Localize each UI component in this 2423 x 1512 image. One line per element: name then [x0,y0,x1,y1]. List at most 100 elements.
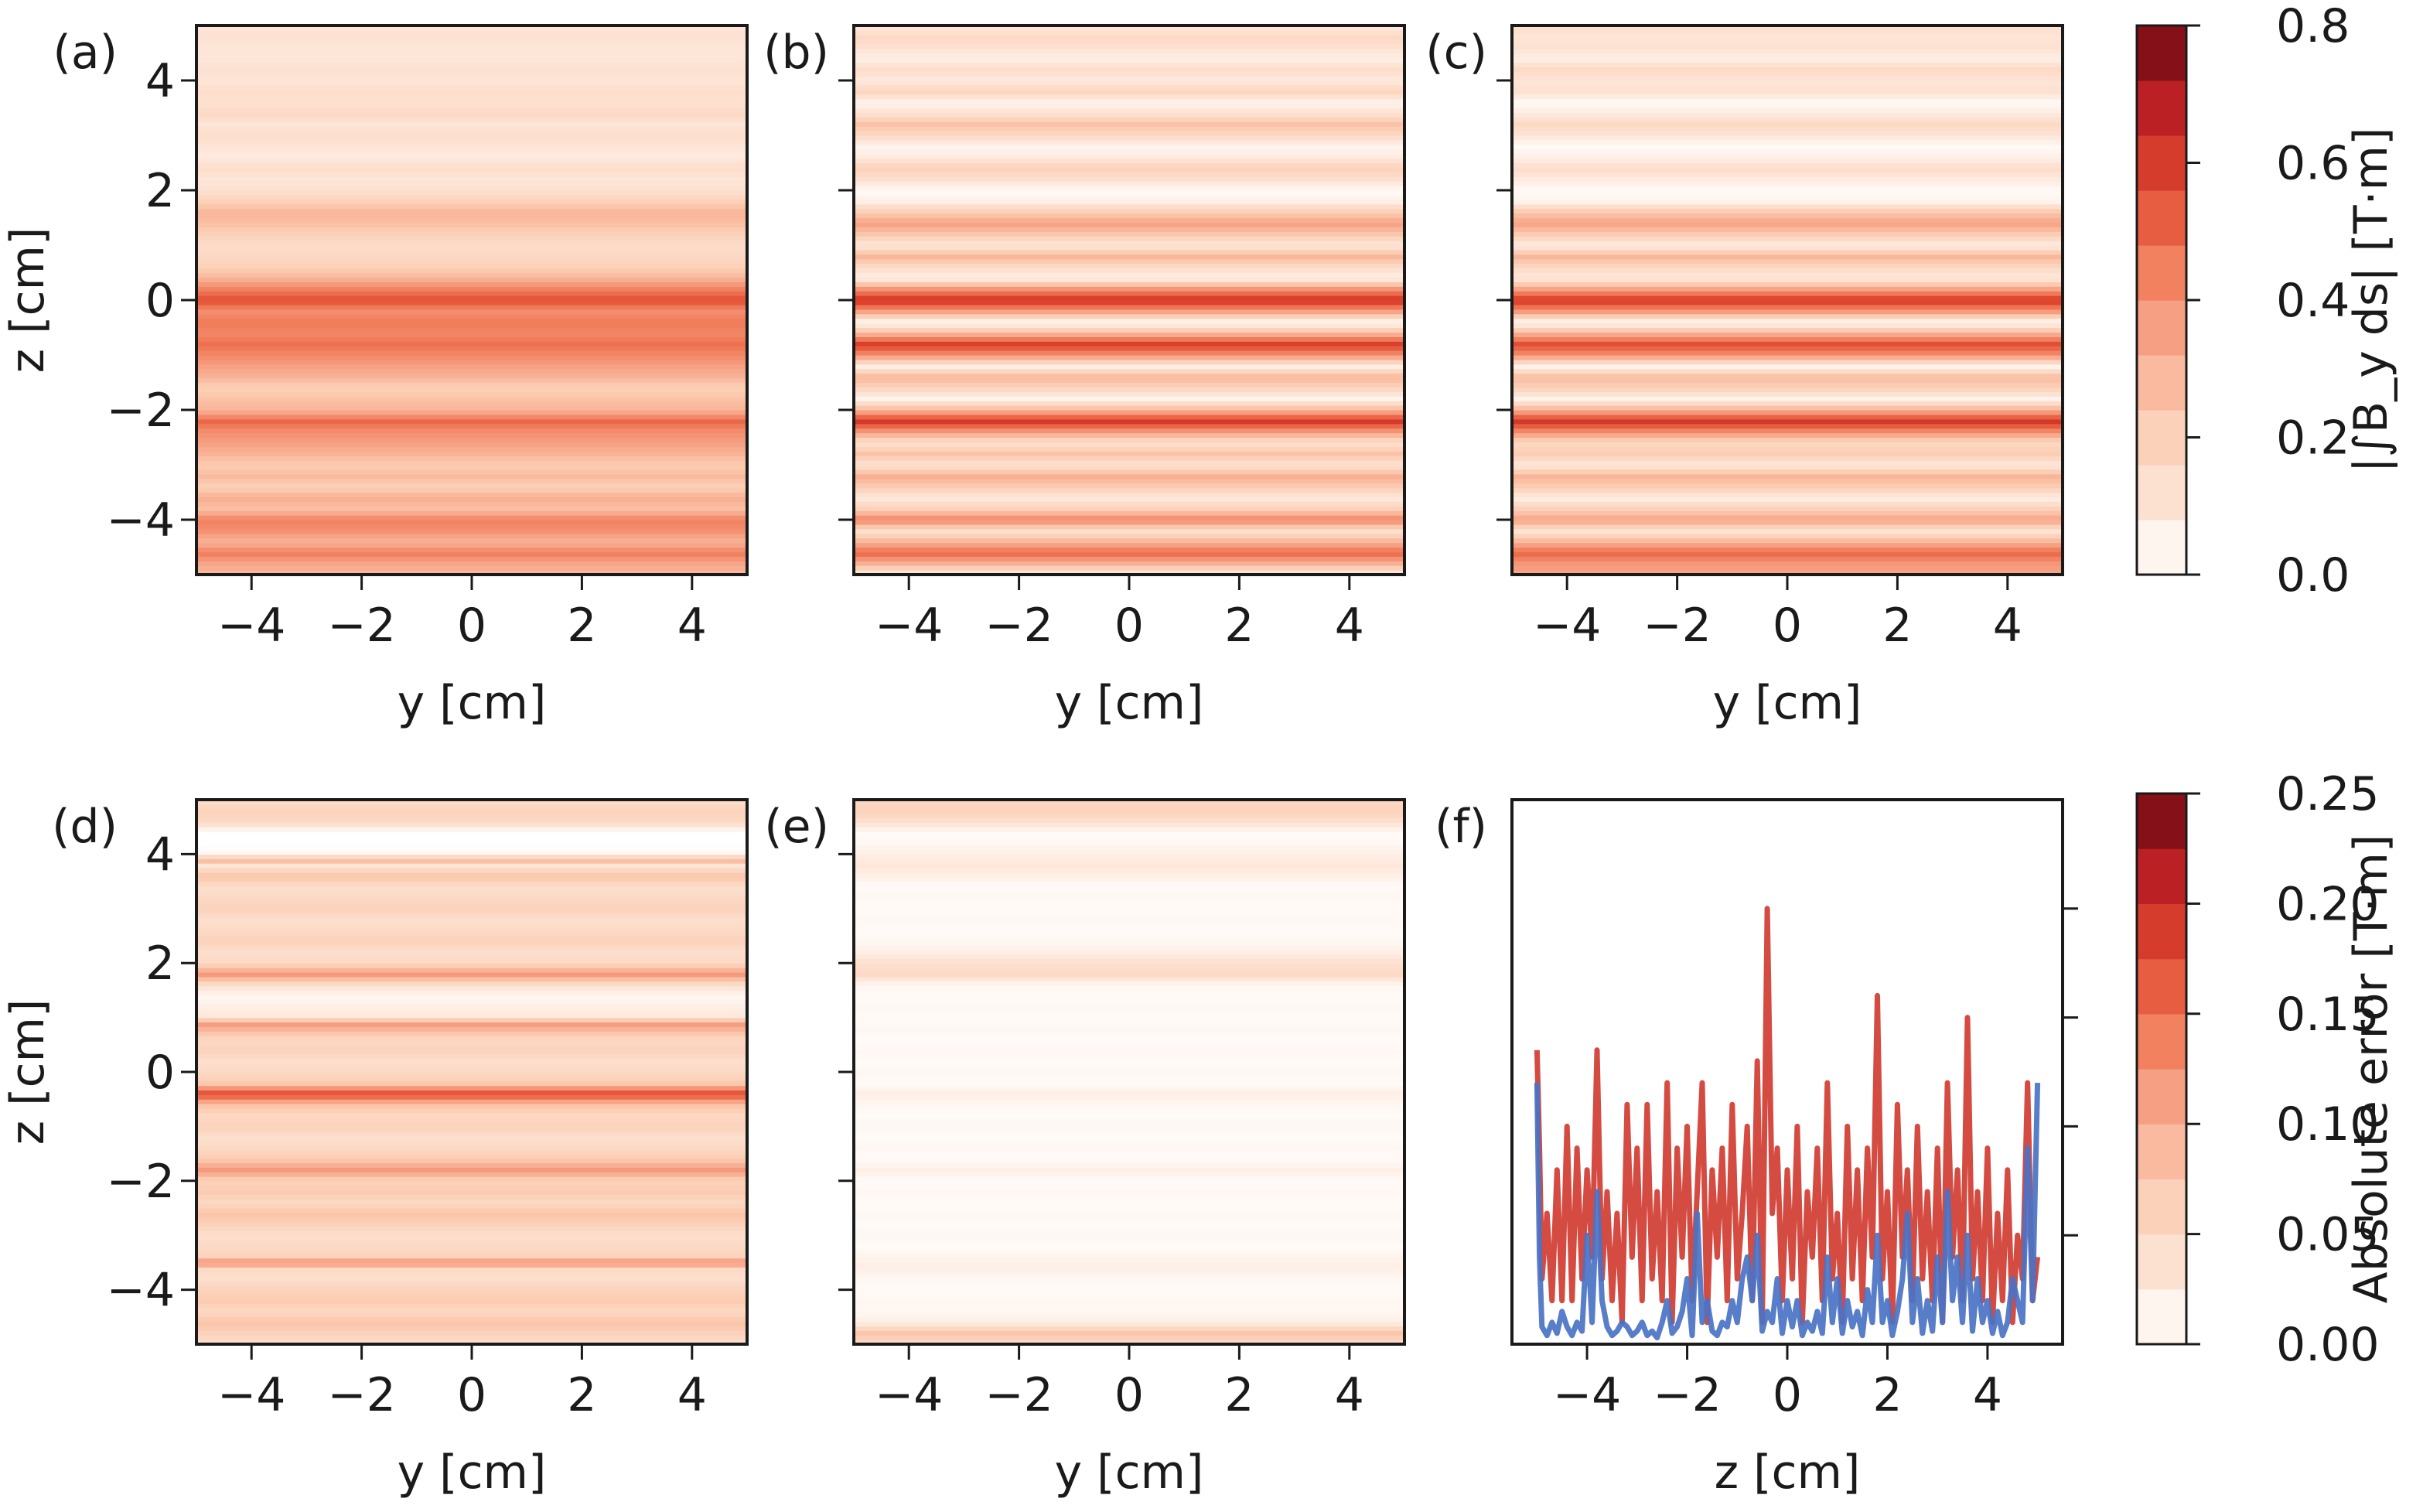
colorbar-tick-label: 0.25 [2276,767,2380,821]
heatmap-band [196,931,747,937]
x-axis-label: y [cm] [1055,676,1204,730]
heatmap-band [196,1008,747,1014]
heatmap-band [196,968,747,973]
heatmap-band [854,286,1404,292]
heatmap-band [1512,515,2063,520]
heatmap-band [196,1172,747,1177]
colorbar-tick-label: 0.15 [2276,988,2380,1042]
heatmap-band [854,1104,1404,1109]
colorbar-label: |∫B_y ds| [T·m] [2344,128,2398,473]
heatmap-band [854,313,1404,319]
heatmap-band [196,1289,747,1295]
heatmap-band [854,39,1404,45]
heatmap-band [1512,153,2063,159]
heatmap-band [196,1240,747,1245]
heatmap-band [196,827,747,832]
heatmap-band [854,57,1404,63]
heatmap-band [854,995,1404,1000]
heatmap-band [196,355,747,360]
series-line-0 [1534,906,2041,1326]
heatmap-band [196,245,747,251]
colorbar-segment [2137,355,2186,411]
heatmap-band [854,396,1404,401]
x-tick-label: 0 [1114,599,1144,653]
heatmap-band [196,368,747,374]
heatmap-band [1512,510,2063,516]
heatmap-band [196,1212,747,1218]
heatmap-band [1512,222,2063,227]
heatmap-band [1512,547,2063,553]
heatmap-band [854,1316,1404,1323]
heatmap-band [854,263,1404,269]
heatmap-band [1512,76,2063,81]
heatmap-band [854,1058,1404,1063]
heatmap-band [854,1312,1404,1318]
heatmap-band [854,84,1404,90]
heatmap-band [854,1039,1404,1046]
heatmap-band [1512,478,2063,484]
x-tick-label: 0 [1773,1368,1802,1422]
heatmap-band [854,323,1404,329]
heatmap-band [854,1121,1404,1127]
heatmap-band [196,1262,747,1268]
colorbar-tick-label: 0.4 [2276,274,2350,328]
heatmap-band [1512,258,2063,265]
heatmap-band [1512,332,2063,337]
heatmap-band [196,291,747,296]
heatmap-band [1512,89,2063,95]
heatmap-band [854,963,1404,968]
panel-label: (f) [1435,800,1487,854]
heatmap-band [196,570,747,575]
heatmap-band [196,194,747,200]
heatmap-band [196,249,747,255]
heatmap-band [854,186,1404,191]
heatmap-band [1512,451,2063,456]
heatmap-band [196,332,747,337]
heatmap-band [196,451,747,456]
heatmap-band [196,927,747,932]
heatmap-band [196,990,747,995]
x-tick-label: 2 [1224,599,1254,653]
colorbar-segment [2137,300,2186,356]
heatmap-band [196,309,747,315]
heatmap-band [196,1208,747,1213]
heatmap-band [196,300,747,305]
heatmap-band [1512,241,2063,246]
heatmap-band [196,1194,747,1200]
heatmap-band [196,1039,747,1046]
heatmap-band [854,800,1404,805]
heatmap-band [854,990,1404,995]
heatmap-band [196,323,747,329]
heatmap-band [1512,460,2063,466]
heatmap-band [854,1189,1404,1195]
heatmap-band [1512,227,2063,232]
heatmap-band [196,963,747,968]
panel-f: −4 −2 0 2 4 (f) z [cm] [1435,798,2078,1500]
y-tick-label: −2 [107,1155,175,1209]
heatmap-band [196,1176,747,1182]
heatmap-band [854,162,1404,169]
heatmap-band [196,29,747,36]
heatmap-band [1512,456,2063,461]
heatmap-band [196,382,747,388]
heatmap-band [854,1162,1404,1168]
heatmap-band [196,1080,747,1087]
heatmap-band [1512,29,2063,36]
x-axis-label: y [cm] [398,676,547,730]
heatmap-band [196,391,747,397]
heatmap-band [196,917,747,923]
heatmap-band [854,1271,1404,1277]
heatmap-band [196,396,747,401]
heatmap-band [1512,570,2063,575]
heatmap-band [1512,103,2063,109]
heatmap-band [196,442,747,447]
heatmap-band [854,835,1404,841]
heatmap-band [854,1280,1404,1286]
heatmap-band [854,903,1404,910]
heatmap-band [196,282,747,287]
x-tick-label: 0 [457,599,486,653]
heatmap-band [854,135,1404,141]
heatmap-band [196,1012,747,1019]
heatmap-band [196,1149,747,1155]
heatmap-band [1512,231,2063,237]
